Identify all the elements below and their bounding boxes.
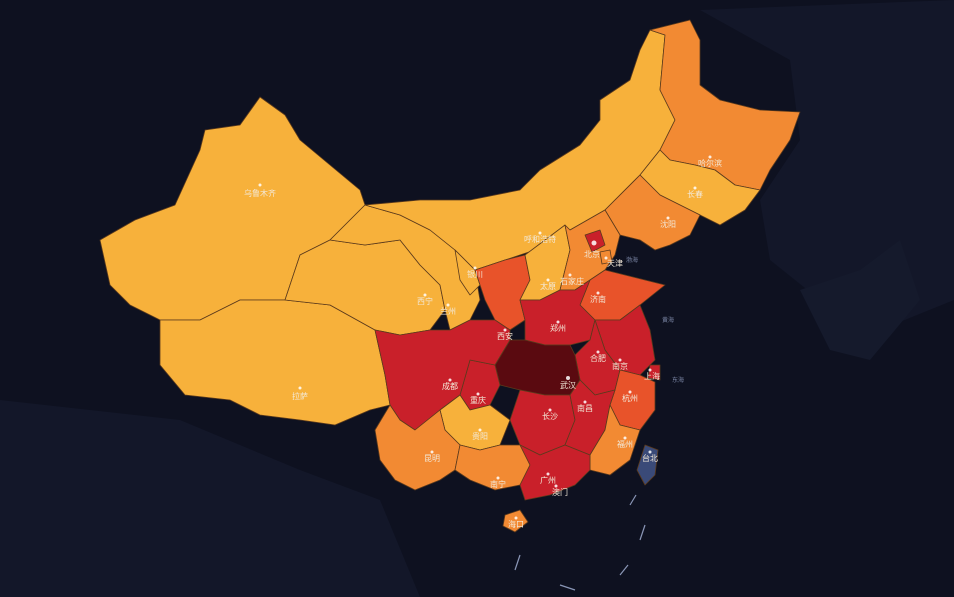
city-label-guiyang: 贵阳	[472, 431, 488, 441]
province-hainan[interactable]	[502, 509, 529, 533]
city-label-beijing: 北京	[584, 249, 600, 259]
city-dot-kunming	[430, 450, 434, 454]
city-dot-fuzhou	[623, 436, 627, 440]
city-dot-shijiazhuang	[568, 273, 572, 277]
city-dot-guiyang	[478, 428, 482, 432]
city-label-chongqing: 重庆	[470, 395, 486, 405]
province-ningxia[interactable]	[454, 249, 481, 296]
neighbor-land-japan-korea	[800, 240, 920, 360]
city-dot-beijing	[591, 240, 597, 246]
city-label-changchun: 长春	[687, 189, 703, 199]
city-markers: 乌鲁木齐 拉萨 西宁 兰州 银川 呼和浩特 太原 石家庄 北京 天津 济南 郑州…	[244, 155, 722, 529]
city-dot-changchun	[693, 186, 697, 190]
city-dot-haikou	[514, 516, 518, 520]
city-label-shenyang: 沈阳	[660, 219, 676, 229]
city-dot-nanning	[496, 476, 500, 480]
city-label-nanning: 南宁	[490, 479, 506, 489]
city-label-lhasa: 拉萨	[292, 391, 308, 401]
city-label-yinchuan: 银川	[467, 269, 483, 279]
province-shanghai[interactable]	[647, 364, 661, 381]
city-dot-chongqing	[476, 392, 480, 396]
city-label-tianjin: 天津	[607, 258, 623, 268]
city-dot-nanchang	[583, 400, 587, 404]
city-dot-nanjing	[618, 358, 622, 362]
city-label-hangzhou: 杭州	[622, 393, 638, 403]
city-dot-changsha	[548, 408, 552, 412]
city-label-haikou: 海口	[508, 519, 524, 529]
city-label-urumqi: 乌鲁木齐	[244, 188, 276, 198]
city-label-wuhan: 武汉	[560, 380, 576, 390]
city-label-chengdu: 成都	[442, 381, 458, 391]
city-label-xian: 西安	[497, 331, 513, 341]
city-label-lanzhou: 兰州	[440, 306, 456, 316]
city-dot-shenyang	[666, 216, 670, 220]
city-dot-tianjin	[604, 256, 608, 260]
city-dot-hohhot	[538, 231, 542, 235]
province-taiwan[interactable]	[636, 444, 659, 486]
city-dot-shanghai	[648, 368, 652, 372]
city-dot-yinchuan	[473, 266, 477, 270]
province-guangdong[interactable]	[519, 444, 591, 501]
city-dot-urumqi	[258, 183, 262, 187]
city-dot-guangzhou	[546, 472, 550, 476]
city-dot-harbin	[708, 155, 712, 159]
sea-label-bohai: 渤海	[626, 256, 638, 264]
south-china-sea-dashes	[514, 494, 646, 591]
city-dot-hangzhou	[628, 390, 632, 394]
sea-label-east-sea: 东海	[672, 376, 684, 384]
city-dot-xining	[423, 293, 427, 297]
city-label-hefei: 合肥	[590, 353, 606, 363]
city-label-taiyuan: 太原	[540, 281, 556, 291]
city-dot-wuhan	[566, 376, 570, 380]
city-label-changsha: 长沙	[542, 411, 558, 421]
city-dot-jinan	[596, 291, 600, 295]
city-dot-taipei	[648, 450, 652, 454]
province-tibet[interactable]	[159, 299, 391, 426]
city-dot-taiyuan	[546, 278, 550, 282]
city-dot-hefei	[596, 350, 600, 354]
city-label-nanjing: 南京	[612, 361, 628, 371]
city-label-nanchang: 南昌	[577, 403, 593, 413]
city-dot-zhengzhou	[556, 320, 560, 324]
city-label-taipei: 台北	[642, 453, 658, 463]
city-dot-macau	[554, 484, 558, 488]
city-label-zhengzhou: 郑州	[550, 323, 566, 333]
city-label-hohhot: 呼和浩特	[524, 234, 556, 244]
neighbor-land-southwest	[0, 400, 420, 597]
sea-label-yellow-sea: 黄海	[662, 316, 674, 324]
city-label-xining: 西宁	[417, 296, 433, 306]
city-label-harbin: 哈尔滨	[698, 158, 722, 168]
city-dot-chengdu	[448, 378, 452, 382]
city-label-fuzhou: 福州	[617, 440, 633, 449]
city-label-guangzhou: 广州	[540, 475, 556, 485]
city-label-kunming: 昆明	[424, 454, 440, 463]
city-label-shijiazhuang: 石家庄	[560, 276, 584, 286]
city-label-jinan: 济南	[590, 294, 606, 304]
city-dot-xian	[503, 328, 507, 332]
city-dot-lhasa	[298, 386, 302, 390]
city-dot-lanzhou	[446, 303, 450, 307]
city-label-shanghai: 上海	[644, 371, 660, 381]
city-label-macau: 澳门	[552, 487, 568, 497]
